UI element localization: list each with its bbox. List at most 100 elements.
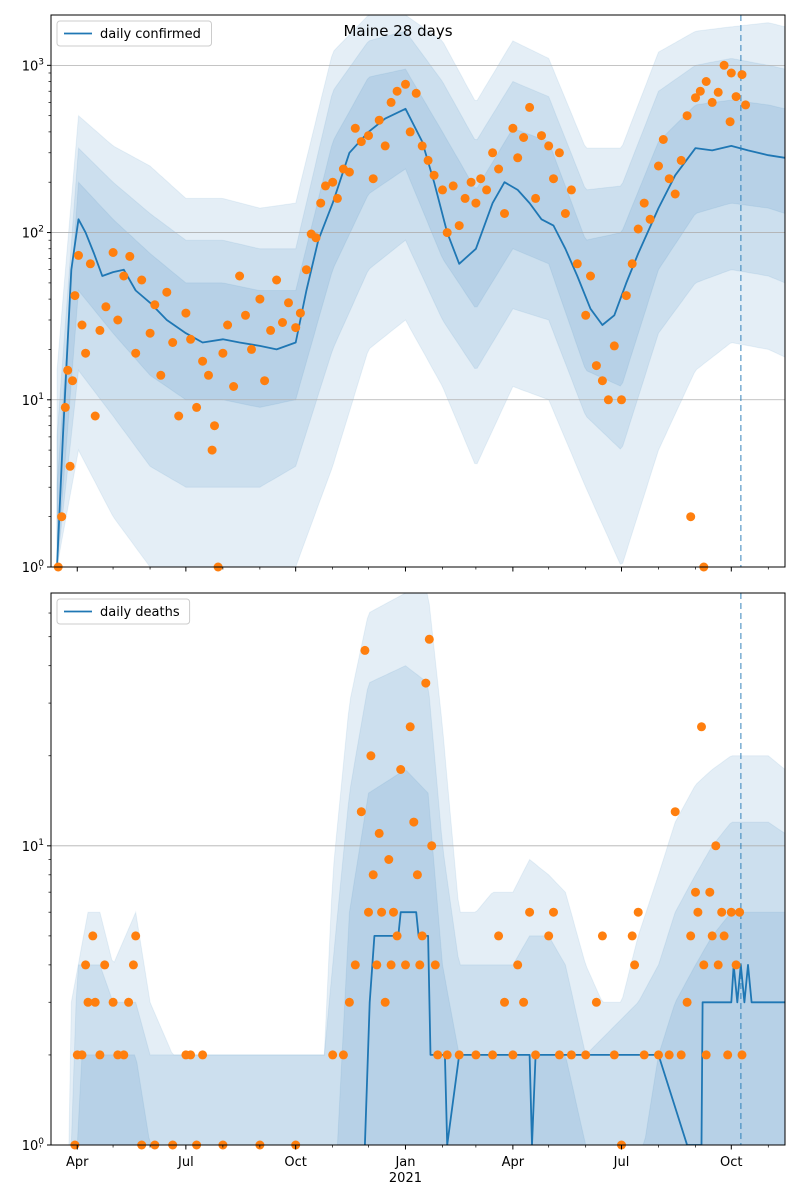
data-point	[609, 1050, 619, 1060]
data-point	[291, 323, 301, 333]
data-point	[374, 115, 384, 125]
data-point	[350, 960, 360, 970]
data-point	[108, 997, 118, 1007]
data-point	[368, 870, 378, 880]
data-point	[181, 308, 191, 318]
data-point	[549, 174, 558, 184]
data-point	[247, 344, 256, 354]
data-point	[664, 174, 674, 184]
data-point	[412, 870, 422, 880]
data-point	[433, 1050, 443, 1060]
data-point	[699, 960, 709, 970]
data-point	[74, 250, 83, 260]
data-point	[460, 193, 470, 203]
data-point	[389, 907, 398, 917]
legend-label: daily deaths	[100, 605, 180, 620]
data-point	[100, 960, 110, 970]
data-point	[272, 275, 282, 285]
data-point	[525, 102, 535, 112]
data-point	[421, 678, 431, 688]
data-point	[735, 907, 745, 917]
band-middle	[70, 665, 785, 1145]
data-point	[260, 376, 270, 386]
data-point	[454, 221, 464, 231]
data-point	[633, 907, 643, 917]
data-point	[531, 193, 541, 203]
data-point	[101, 302, 111, 312]
legend-box	[56, 598, 191, 625]
x-tick-label: Jul	[177, 1155, 194, 1170]
data-point	[68, 376, 77, 386]
data-point	[725, 117, 735, 127]
data-point	[119, 271, 129, 281]
data-point	[741, 100, 751, 110]
data-point	[380, 997, 390, 1007]
data-point	[726, 907, 736, 917]
data-point	[537, 131, 546, 141]
confirmed-legend: daily confirmed	[56, 20, 212, 47]
y-tick-label: 100	[22, 559, 45, 576]
confirmed-axes: 100 101 102 103	[22, 14, 786, 576]
data-point	[513, 960, 523, 970]
data-point	[344, 997, 354, 1007]
band-middle	[56, 30, 785, 567]
data-point	[639, 1050, 649, 1060]
data-point	[344, 167, 354, 177]
data-point	[83, 997, 93, 1007]
x-tick-label: Apr	[502, 1155, 525, 1170]
data-point	[658, 135, 668, 144]
data-point	[411, 88, 421, 98]
data-point	[131, 348, 141, 358]
deaths-observed-points	[70, 634, 747, 1150]
data-point	[77, 1050, 87, 1060]
data-point	[88, 931, 98, 941]
data-point	[519, 997, 529, 1007]
data-point	[430, 960, 440, 970]
data-point	[442, 1050, 452, 1060]
data-point	[691, 887, 700, 897]
data-point	[630, 960, 640, 970]
data-point	[682, 111, 692, 121]
data-point	[442, 228, 452, 238]
data-point	[405, 127, 415, 137]
data-point	[482, 185, 492, 195]
data-point	[424, 634, 434, 644]
data-point	[90, 411, 100, 421]
band-inner	[56, 68, 785, 567]
data-point	[549, 907, 558, 917]
data-point	[401, 960, 410, 970]
data-point	[60, 402, 70, 412]
data-point	[372, 960, 382, 970]
data-point	[560, 209, 570, 218]
data-point	[691, 93, 700, 103]
data-point	[284, 298, 293, 308]
data-point	[670, 807, 680, 817]
data-point	[301, 265, 311, 275]
data-point	[204, 370, 213, 380]
data-point	[108, 248, 118, 257]
data-point	[697, 722, 706, 732]
data-point	[198, 356, 208, 366]
data-point	[386, 97, 396, 107]
data-point	[368, 174, 378, 184]
data-point	[731, 960, 741, 970]
data-point	[591, 361, 601, 371]
data-point	[513, 153, 523, 163]
data-point	[186, 334, 196, 344]
data-point	[81, 348, 91, 358]
data-point	[57, 512, 67, 522]
data-point	[707, 931, 717, 941]
data-point	[417, 931, 427, 941]
band-outer	[68, 593, 785, 1145]
data-point	[156, 370, 166, 380]
data-point	[508, 123, 518, 133]
data-point	[701, 77, 711, 86]
data-point	[686, 512, 696, 522]
data-point	[377, 907, 387, 917]
data-point	[295, 308, 305, 318]
data-point	[168, 338, 178, 347]
data-point	[266, 325, 276, 335]
data-point	[125, 251, 135, 261]
data-point	[586, 271, 595, 281]
